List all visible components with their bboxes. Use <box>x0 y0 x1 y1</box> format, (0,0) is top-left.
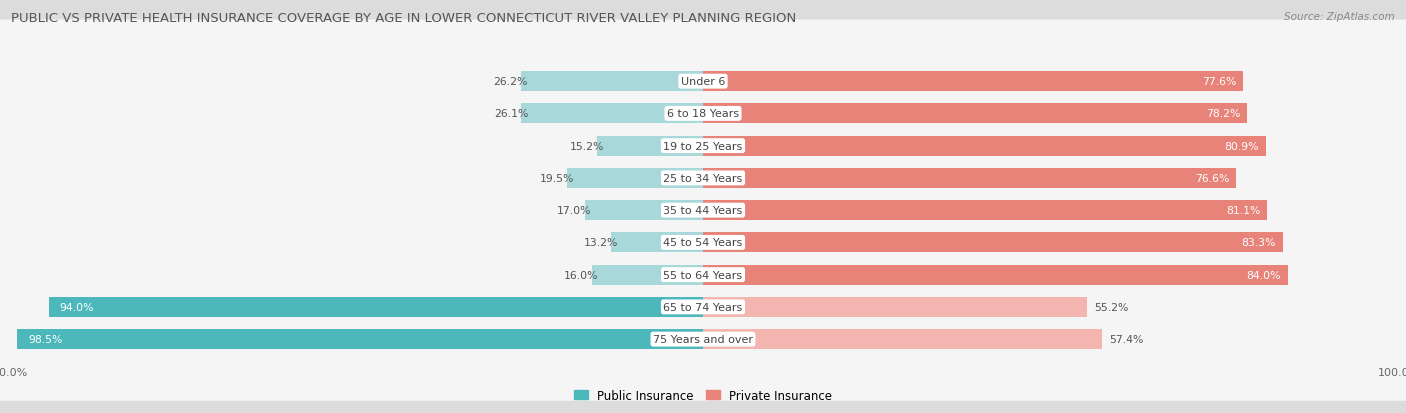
Text: 80.9%: 80.9% <box>1225 141 1260 151</box>
Bar <box>612 233 703 253</box>
FancyBboxPatch shape <box>0 21 1406 143</box>
Text: 94.0%: 94.0% <box>59 302 94 312</box>
Legend: Public Insurance, Private Insurance: Public Insurance, Private Insurance <box>569 384 837 406</box>
Bar <box>567 169 703 188</box>
Bar <box>703 169 1236 188</box>
Bar <box>585 201 703 221</box>
Text: 81.1%: 81.1% <box>1226 206 1260 216</box>
FancyBboxPatch shape <box>0 53 1406 176</box>
FancyBboxPatch shape <box>0 85 1406 208</box>
FancyBboxPatch shape <box>0 214 1406 337</box>
Bar <box>17 329 703 349</box>
Bar <box>703 201 1267 221</box>
FancyBboxPatch shape <box>0 117 1406 240</box>
Text: 25 to 34 Years: 25 to 34 Years <box>664 173 742 183</box>
Bar <box>703 233 1282 253</box>
Text: 76.6%: 76.6% <box>1195 173 1229 183</box>
Text: 26.2%: 26.2% <box>494 77 527 87</box>
Bar <box>520 72 703 92</box>
Bar <box>703 297 1087 317</box>
Bar <box>703 104 1247 124</box>
FancyBboxPatch shape <box>0 181 1406 304</box>
Text: 57.4%: 57.4% <box>1109 335 1144 344</box>
Text: 45 to 54 Years: 45 to 54 Years <box>664 238 742 248</box>
Text: Source: ZipAtlas.com: Source: ZipAtlas.com <box>1284 12 1395 22</box>
Text: 55.2%: 55.2% <box>1094 302 1129 312</box>
Text: 98.5%: 98.5% <box>28 335 62 344</box>
Text: Under 6: Under 6 <box>681 77 725 87</box>
FancyBboxPatch shape <box>0 246 1406 368</box>
Text: 75 Years and over: 75 Years and over <box>652 335 754 344</box>
Text: 17.0%: 17.0% <box>557 206 592 216</box>
Text: 55 to 64 Years: 55 to 64 Years <box>664 270 742 280</box>
Text: 84.0%: 84.0% <box>1246 270 1281 280</box>
Bar <box>703 329 1102 349</box>
Bar <box>703 72 1243 92</box>
Bar <box>703 265 1288 285</box>
Text: 15.2%: 15.2% <box>569 141 605 151</box>
FancyBboxPatch shape <box>0 149 1406 272</box>
Text: 65 to 74 Years: 65 to 74 Years <box>664 302 742 312</box>
Bar <box>522 104 703 124</box>
Bar <box>703 136 1265 156</box>
Text: 13.2%: 13.2% <box>583 238 619 248</box>
Text: 16.0%: 16.0% <box>564 270 599 280</box>
Text: 6 to 18 Years: 6 to 18 Years <box>666 109 740 119</box>
Text: 19 to 25 Years: 19 to 25 Years <box>664 141 742 151</box>
Text: 26.1%: 26.1% <box>494 109 529 119</box>
FancyBboxPatch shape <box>0 278 1406 401</box>
Text: 78.2%: 78.2% <box>1206 109 1240 119</box>
Text: PUBLIC VS PRIVATE HEALTH INSURANCE COVERAGE BY AGE IN LOWER CONNECTICUT RIVER VA: PUBLIC VS PRIVATE HEALTH INSURANCE COVER… <box>11 12 796 25</box>
Bar <box>598 136 703 156</box>
Text: 77.6%: 77.6% <box>1202 77 1236 87</box>
Bar <box>49 297 703 317</box>
Text: 35 to 44 Years: 35 to 44 Years <box>664 206 742 216</box>
Bar <box>592 265 703 285</box>
Text: 19.5%: 19.5% <box>540 173 574 183</box>
Text: 83.3%: 83.3% <box>1241 238 1275 248</box>
